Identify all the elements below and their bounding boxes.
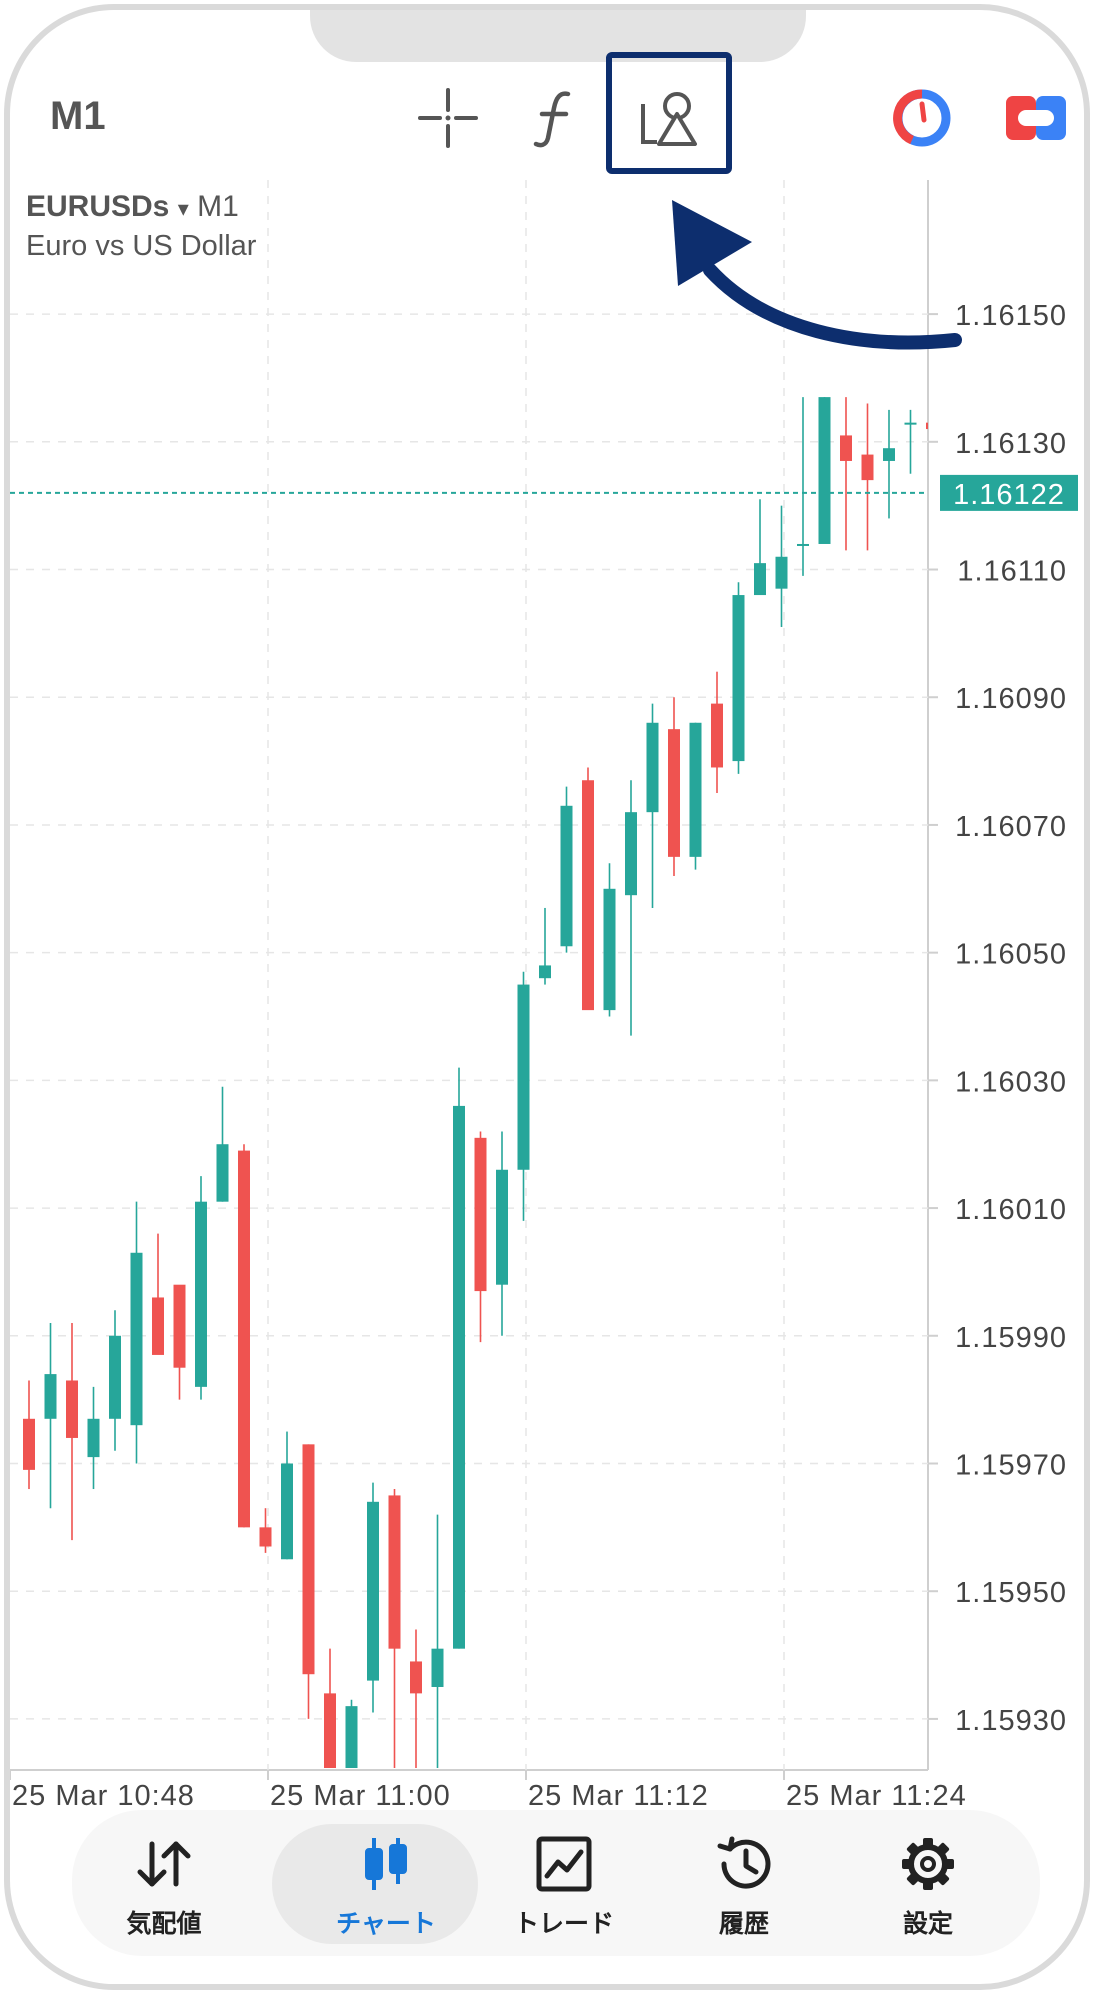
candle-body — [668, 729, 680, 857]
nav-item-history[interactable]: 履歴 — [652, 1810, 836, 1956]
price-tick-label: 1.16050 — [955, 939, 1067, 971]
candle-body — [625, 812, 637, 896]
candle-body — [517, 984, 530, 1170]
candle-body — [345, 1706, 358, 1768]
candle-body — [367, 1501, 379, 1681]
symbol-timeframe: M1 — [197, 190, 239, 223]
candle-body — [539, 965, 551, 979]
price-tick-label: 1.16090 — [955, 683, 1067, 715]
nav-label-trade: トレード — [513, 1910, 614, 1938]
nav-item-chart[interactable]: チャート — [272, 1810, 478, 1956]
price-tick-label: 1.15990 — [955, 1322, 1067, 1354]
history-clock-icon — [717, 1836, 771, 1889]
candle-body — [87, 1418, 100, 1458]
bottom-navigation: 気配値 チャート トレード 履歴 — [72, 1810, 1040, 1956]
candle-body — [173, 1284, 186, 1368]
candle-body — [904, 422, 917, 425]
candle-body — [23, 1418, 35, 1470]
price-tick-label: 1.15970 — [955, 1449, 1067, 1481]
tutorial-arrow-icon — [672, 200, 962, 350]
nav-item-quotes[interactable]: 気配値 — [72, 1810, 256, 1956]
price-chart[interactable]: 1.16150 1.16130 1.16110 1.16090 1.16070 1.160… — [10, 180, 1084, 1830]
candle-body — [302, 1444, 315, 1675]
nav-label-quotes: 気配値 — [126, 1910, 202, 1938]
candle-body — [130, 1252, 143, 1426]
candle-body — [388, 1495, 401, 1649]
candle-body — [797, 543, 809, 546]
timeframe-button[interactable]: M1 — [50, 94, 106, 138]
candle-body — [453, 1105, 465, 1649]
candle-body — [646, 722, 659, 813]
candles-group — [23, 397, 928, 1768]
candle-body — [775, 556, 788, 589]
nav-label-settings: 設定 — [902, 1910, 953, 1938]
candle-body — [410, 1661, 422, 1694]
time-tick-label: 25 Mar 11:00 — [270, 1780, 451, 1812]
candle-body — [431, 1648, 444, 1687]
candle-body — [711, 703, 723, 768]
candle-body — [324, 1693, 336, 1768]
time-tick-label: 25 Mar 11:12 — [528, 1780, 709, 1812]
candle-body — [496, 1169, 508, 1285]
chart-toolbar: M1 — [10, 50, 1084, 180]
symbol-name: EURUSDs — [26, 190, 170, 223]
candle-body — [818, 397, 831, 544]
candle-body — [883, 448, 895, 461]
candlestick-chart: 1.16150 1.16130 1.16110 1.16090 1.16070 1.160… — [10, 180, 1078, 1812]
symbol-title: EURUSDs ▾ M1 — [26, 190, 239, 224]
candle-body — [732, 595, 745, 762]
price-tick-label: 1.16010 — [955, 1194, 1067, 1226]
price-tick-label: 1.15930 — [955, 1705, 1067, 1737]
candlestick-chart-icon — [365, 1838, 407, 1890]
candle-body — [603, 888, 616, 1011]
candle-body — [44, 1374, 57, 1419]
tutorial-highlight-box — [606, 52, 732, 174]
price-tick-label: 1.16110 — [957, 556, 1067, 588]
candle-body — [216, 1144, 229, 1202]
candle-body — [861, 454, 874, 481]
nav-label-chart: チャート — [336, 1910, 436, 1938]
price-tick-label: 1.16130 — [955, 428, 1067, 460]
candle-body — [66, 1380, 78, 1438]
symbol-description: Euro vs US Dollar — [26, 230, 257, 262]
indicator-function-icon[interactable] — [524, 86, 588, 150]
candle-body — [689, 722, 702, 857]
time-tick-label: 25 Mar 11:24 — [786, 1780, 967, 1812]
candle-body — [840, 435, 852, 461]
trade-toggle-icon[interactable] — [1004, 86, 1068, 150]
quotes-arrows-icon — [137, 1841, 191, 1887]
candle-body — [281, 1463, 293, 1560]
nav-item-settings[interactable]: 設定 — [836, 1810, 1020, 1956]
nav-item-trade[interactable]: トレード — [472, 1810, 656, 1956]
price-tick-label: 1.16070 — [955, 811, 1067, 843]
objects-shapes-icon[interactable] — [637, 86, 701, 150]
candle-body — [560, 805, 573, 947]
candle-body — [238, 1150, 250, 1528]
current-price-label: 1.16122 — [953, 479, 1065, 511]
time-tick-label: 25 Mar 10:48 — [12, 1780, 195, 1812]
candle-body — [754, 563, 766, 596]
candle-body — [195, 1201, 207, 1387]
candle-body — [152, 1297, 164, 1355]
price-tick-label: 1.15950 — [955, 1577, 1067, 1609]
candle-body — [582, 780, 594, 1011]
candle-body — [926, 422, 928, 430]
one-click-trading-icon[interactable] — [890, 86, 954, 150]
price-tick-label: 1.16150 — [955, 300, 1067, 332]
candle-body — [109, 1335, 121, 1419]
gear-icon — [902, 1838, 954, 1890]
current-price-badge — [940, 474, 1078, 511]
trade-line-chart-icon — [536, 1836, 592, 1892]
crosshair-icon[interactable] — [416, 86, 480, 150]
candle-body — [259, 1527, 272, 1547]
dropdown-marker: ▾ — [177, 196, 189, 221]
candle-body — [474, 1137, 487, 1292]
phone-frame: M1 1.16150 1. — [4, 4, 1090, 1990]
price-tick-label: 1.16030 — [955, 1066, 1067, 1098]
nav-label-history: 履歴 — [718, 1910, 769, 1938]
